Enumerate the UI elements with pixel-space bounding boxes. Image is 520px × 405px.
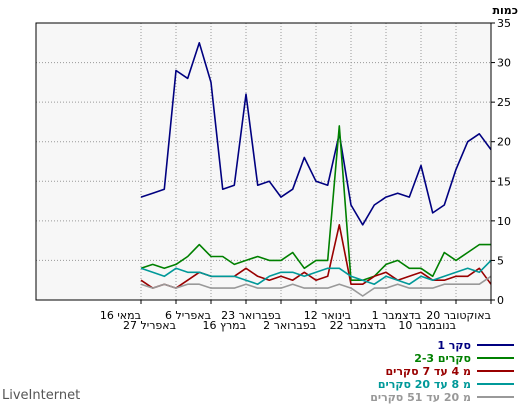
y-tick-label: 30 [497, 57, 511, 70]
legend-label-5: מ 20 עד 51 סקרים [370, 391, 471, 404]
x-tick-label: 2 בפברואר [263, 319, 316, 332]
y-tick-label: 5 [497, 254, 504, 267]
x-tick-label: 27 באפריל [123, 319, 176, 332]
x-tick-label: 22 בדצמבר [330, 319, 386, 332]
y-tick-label: 0 [497, 294, 504, 307]
brand-label: LiveInternet [2, 388, 80, 403]
x-tick-label: 1 בדצמבר [372, 309, 421, 322]
series-line-2 [140, 125, 491, 282]
legend-label-3: מ 4 עד 7 סקרים [386, 365, 472, 378]
x-tick-label: 16 במרץ [203, 319, 246, 332]
axes: 0 5 10 15 20 25 30 35 [35, 17, 511, 307]
grid [36, 23, 491, 300]
x-tick-label: 10 בנובמבר [398, 319, 456, 332]
x-tick-label: 6 באפריל [165, 309, 211, 322]
x-tick-label: 16 במאי [100, 309, 141, 322]
y-tick-label: 20 [497, 136, 511, 149]
y-tick-label: 35 [497, 17, 511, 30]
y-tick-label: 25 [497, 96, 511, 109]
plot-area [36, 23, 491, 300]
plot-frame [35, 22, 492, 301]
x-tick-label: 23 בפברואר [221, 309, 281, 322]
x-tick-label: 20 באוקטובר [426, 309, 491, 322]
series-line-1 [140, 41, 492, 226]
series-layer [140, 41, 492, 297]
y-tick-label: 10 [497, 215, 511, 228]
y-tick-label: 15 [497, 175, 511, 188]
legend-label-1: סקר 1 [437, 339, 471, 352]
legend-label-4: מ 8 עד 20 סקרים [378, 378, 471, 391]
x-tick-label: 12 בינואר [304, 309, 351, 322]
legend-label-2: 2-3 סקרים [414, 352, 471, 365]
series-line-4 [140, 259, 492, 286]
series-line-5 [140, 275, 492, 297]
y-axis-label: כמות [493, 4, 518, 17]
